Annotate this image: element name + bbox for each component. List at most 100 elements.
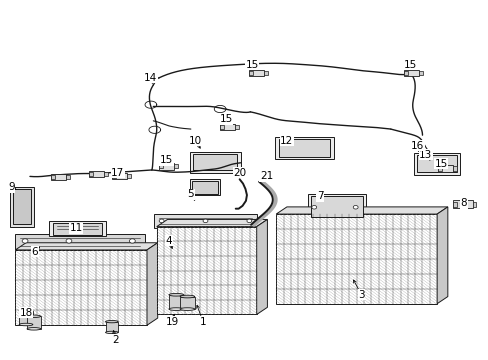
Circle shape <box>203 219 207 223</box>
Polygon shape <box>436 207 447 304</box>
Bar <box>10 187 34 226</box>
Bar <box>416 155 456 172</box>
Bar <box>275 137 333 159</box>
Bar <box>27 316 41 329</box>
Bar <box>192 181 217 194</box>
Text: 13: 13 <box>418 150 431 160</box>
Text: 15: 15 <box>245 59 259 69</box>
Bar <box>220 125 224 129</box>
Text: 8: 8 <box>460 198 466 208</box>
Bar <box>413 153 459 175</box>
Text: 9: 9 <box>8 182 15 192</box>
Bar <box>193 154 237 170</box>
Bar <box>189 179 220 195</box>
Bar <box>418 71 422 75</box>
Text: 11: 11 <box>69 224 83 233</box>
Bar <box>104 172 108 176</box>
Ellipse shape <box>27 328 41 330</box>
Polygon shape <box>276 207 447 214</box>
Bar <box>159 164 163 168</box>
Ellipse shape <box>19 323 33 326</box>
Text: 3: 3 <box>358 290 364 300</box>
Bar <box>452 166 456 171</box>
Bar <box>437 166 441 171</box>
Bar <box>49 221 105 236</box>
Bar <box>220 124 234 130</box>
Text: 6: 6 <box>31 247 38 257</box>
Bar <box>248 70 263 76</box>
Text: 17: 17 <box>111 168 124 178</box>
Bar <box>471 202 475 207</box>
Bar <box>51 175 55 179</box>
Bar <box>234 125 238 129</box>
Text: 18: 18 <box>20 308 33 318</box>
Polygon shape <box>256 220 267 315</box>
Bar <box>307 194 366 220</box>
Bar <box>89 172 93 176</box>
Circle shape <box>311 206 316 209</box>
Bar <box>276 214 436 304</box>
Ellipse shape <box>105 331 118 334</box>
Text: 7: 7 <box>316 191 323 201</box>
Bar <box>15 234 144 251</box>
Bar <box>452 202 456 207</box>
Polygon shape <box>15 243 158 250</box>
Text: 15: 15 <box>403 59 416 69</box>
Ellipse shape <box>27 315 41 318</box>
Ellipse shape <box>168 293 183 296</box>
Text: 5: 5 <box>187 189 194 199</box>
Text: 1: 1 <box>199 317 206 327</box>
Bar <box>111 172 126 179</box>
Bar <box>65 175 69 179</box>
Text: 16: 16 <box>410 141 424 151</box>
Text: 20: 20 <box>233 168 245 178</box>
Bar <box>437 165 452 172</box>
Text: 15: 15 <box>160 155 173 165</box>
Bar <box>278 139 330 157</box>
Circle shape <box>159 219 163 223</box>
Text: 2: 2 <box>112 334 119 345</box>
Polygon shape <box>147 243 158 325</box>
Bar <box>180 297 194 309</box>
Circle shape <box>22 239 28 243</box>
Ellipse shape <box>180 308 194 310</box>
Bar <box>168 295 183 309</box>
Bar <box>13 189 31 225</box>
Circle shape <box>66 239 72 243</box>
Ellipse shape <box>105 320 118 323</box>
Bar <box>89 171 104 177</box>
Text: 10: 10 <box>189 136 202 145</box>
Text: 12: 12 <box>280 136 293 145</box>
Bar <box>248 71 252 75</box>
Bar <box>157 226 256 315</box>
Bar <box>311 197 362 217</box>
Bar <box>15 250 147 325</box>
Text: 4: 4 <box>165 236 172 246</box>
Circle shape <box>246 219 251 223</box>
Ellipse shape <box>180 295 194 298</box>
Bar <box>154 214 256 228</box>
Bar <box>174 164 178 168</box>
Bar <box>111 174 115 178</box>
Bar <box>403 71 407 75</box>
Bar <box>53 223 102 234</box>
Bar <box>263 71 267 75</box>
Polygon shape <box>157 220 267 226</box>
Bar <box>105 321 118 332</box>
Bar <box>19 311 33 324</box>
Ellipse shape <box>19 310 33 312</box>
Text: 14: 14 <box>144 73 157 83</box>
Text: 15: 15 <box>219 114 232 124</box>
Circle shape <box>352 206 357 209</box>
Text: 19: 19 <box>165 317 179 327</box>
Ellipse shape <box>168 308 183 310</box>
Bar <box>403 70 418 76</box>
Circle shape <box>129 239 135 243</box>
Text: 15: 15 <box>433 159 447 169</box>
Bar <box>159 163 174 170</box>
Bar <box>51 174 65 180</box>
Bar <box>452 201 471 208</box>
Bar <box>189 152 241 173</box>
Text: 21: 21 <box>259 171 272 181</box>
Bar <box>126 174 130 178</box>
